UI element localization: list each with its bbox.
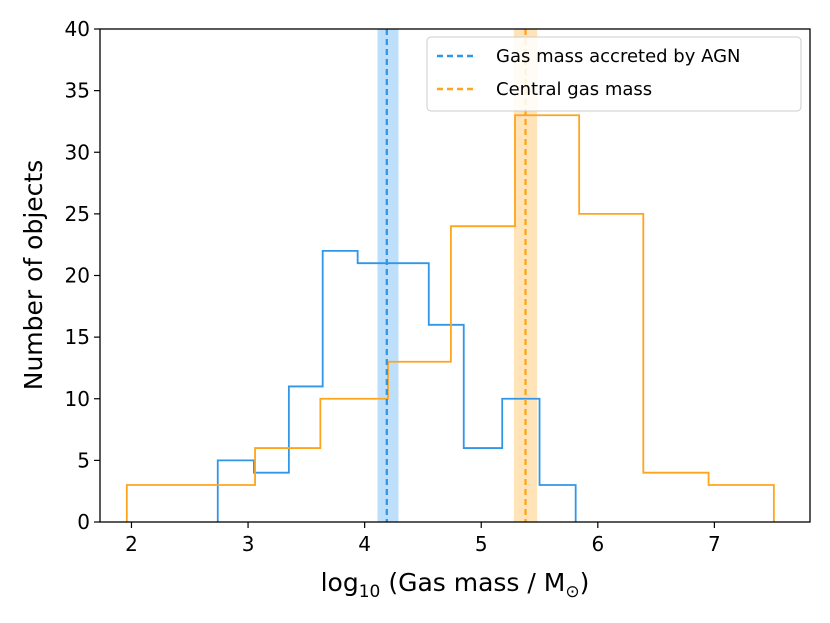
legend-box [426, 36, 802, 112]
y-tick-label: 25 [65, 202, 90, 226]
x-tick-label: 5 [475, 532, 488, 556]
x-tick-label: 3 [242, 532, 255, 556]
histogram-agn [216, 249, 577, 522]
y-axis-label: Number of objects [19, 160, 48, 390]
legend-label-agn: Gas mass accreted by AGN [496, 46, 741, 67]
y-tick-label: 15 [65, 325, 90, 349]
y-tick-label: 10 [65, 387, 90, 411]
histogram-series [125, 114, 775, 522]
y-axis-ticks: 0 5 10 15 20 25 30 35 40 [65, 17, 100, 534]
x-tick-label: 2 [125, 532, 138, 556]
y-tick-label: 35 [65, 79, 90, 103]
legend-label-central: Central gas mass [496, 79, 652, 100]
band-agn [377, 29, 399, 522]
histogram-central [125, 114, 775, 522]
legend: Gas mass accreted by AGN Central gas mas… [426, 36, 802, 112]
x-axis-label: log10 (Gas mass / M⊙) [321, 568, 590, 602]
x-axis-ticks: 2 3 4 5 6 7 [125, 522, 721, 556]
y-tick-label: 30 [65, 140, 90, 164]
x-tick-label: 7 [708, 532, 721, 556]
y-tick-label: 0 [77, 510, 90, 534]
y-tick-label: 40 [65, 17, 90, 41]
y-tick-label: 5 [77, 448, 90, 472]
x-tick-label: 6 [591, 532, 604, 556]
x-tick-label: 4 [358, 532, 371, 556]
y-tick-label: 20 [65, 264, 90, 288]
